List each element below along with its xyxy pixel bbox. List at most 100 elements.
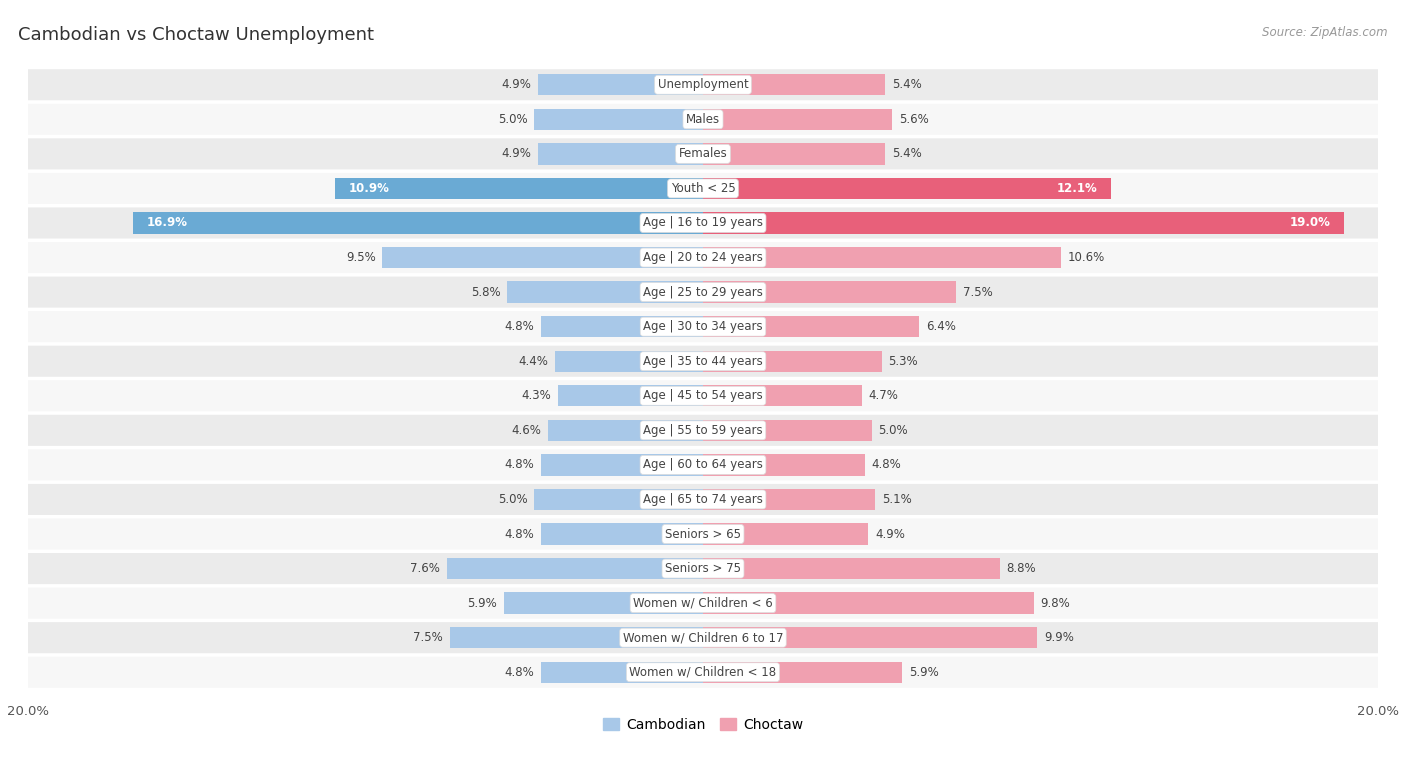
FancyBboxPatch shape — [11, 241, 1395, 274]
FancyBboxPatch shape — [11, 172, 1395, 205]
Bar — [703, 178, 1111, 199]
Text: Age | 20 to 24 years: Age | 20 to 24 years — [643, 251, 763, 264]
Text: Cambodian vs Choctaw Unemployment: Cambodian vs Choctaw Unemployment — [18, 26, 374, 45]
Text: Age | 35 to 44 years: Age | 35 to 44 years — [643, 355, 763, 368]
Bar — [534, 489, 703, 510]
Bar — [541, 454, 703, 475]
Bar — [703, 350, 882, 372]
Bar — [703, 247, 1060, 268]
FancyBboxPatch shape — [11, 207, 1395, 239]
Bar — [703, 282, 956, 303]
Bar — [450, 627, 703, 649]
Bar — [554, 350, 703, 372]
Text: Age | 65 to 74 years: Age | 65 to 74 years — [643, 493, 763, 506]
FancyBboxPatch shape — [11, 552, 1395, 585]
FancyBboxPatch shape — [11, 414, 1395, 447]
Text: 4.9%: 4.9% — [501, 78, 531, 92]
Bar — [335, 178, 703, 199]
FancyBboxPatch shape — [11, 483, 1395, 516]
FancyBboxPatch shape — [11, 103, 1395, 136]
Text: 5.0%: 5.0% — [498, 113, 527, 126]
Bar — [508, 282, 703, 303]
Text: 10.9%: 10.9% — [349, 182, 389, 195]
Text: 4.9%: 4.9% — [875, 528, 905, 540]
Bar — [703, 558, 1000, 579]
FancyBboxPatch shape — [11, 656, 1395, 689]
FancyBboxPatch shape — [11, 379, 1395, 413]
Text: 4.8%: 4.8% — [505, 459, 534, 472]
Text: Women w/ Children < 6: Women w/ Children < 6 — [633, 597, 773, 609]
Bar — [558, 385, 703, 407]
Text: Seniors > 75: Seniors > 75 — [665, 562, 741, 575]
Bar — [703, 489, 875, 510]
Text: 4.4%: 4.4% — [517, 355, 548, 368]
Bar — [447, 558, 703, 579]
Text: Seniors > 65: Seniors > 65 — [665, 528, 741, 540]
Text: 4.3%: 4.3% — [522, 389, 551, 402]
Text: Youth < 25: Youth < 25 — [671, 182, 735, 195]
Text: Age | 45 to 54 years: Age | 45 to 54 years — [643, 389, 763, 402]
Text: Age | 55 to 59 years: Age | 55 to 59 years — [643, 424, 763, 437]
Text: 7.5%: 7.5% — [413, 631, 443, 644]
Text: 9.8%: 9.8% — [1040, 597, 1070, 609]
Text: Age | 30 to 34 years: Age | 30 to 34 years — [643, 320, 763, 333]
Text: 9.5%: 9.5% — [346, 251, 375, 264]
Legend: Cambodian, Choctaw: Cambodian, Choctaw — [598, 712, 808, 737]
Text: 4.8%: 4.8% — [872, 459, 901, 472]
Bar — [548, 419, 703, 441]
Text: 10.6%: 10.6% — [1067, 251, 1105, 264]
FancyBboxPatch shape — [11, 587, 1395, 620]
Text: 6.4%: 6.4% — [925, 320, 956, 333]
FancyBboxPatch shape — [11, 344, 1395, 378]
Text: Age | 60 to 64 years: Age | 60 to 64 years — [643, 459, 763, 472]
Text: 5.0%: 5.0% — [498, 493, 527, 506]
Text: 12.1%: 12.1% — [1057, 182, 1098, 195]
Text: 4.8%: 4.8% — [505, 528, 534, 540]
Text: 7.6%: 7.6% — [411, 562, 440, 575]
Text: 5.1%: 5.1% — [882, 493, 911, 506]
Text: 4.7%: 4.7% — [869, 389, 898, 402]
Text: 9.9%: 9.9% — [1043, 631, 1074, 644]
Bar — [703, 316, 920, 338]
Bar — [537, 74, 703, 95]
Text: 4.6%: 4.6% — [512, 424, 541, 437]
Bar — [703, 523, 869, 545]
Bar — [132, 212, 703, 234]
Bar — [703, 74, 886, 95]
Text: 16.9%: 16.9% — [146, 217, 187, 229]
Text: 5.9%: 5.9% — [467, 597, 498, 609]
Bar — [703, 627, 1038, 649]
Text: 5.8%: 5.8% — [471, 285, 501, 298]
Text: 5.0%: 5.0% — [879, 424, 908, 437]
Text: 19.0%: 19.0% — [1289, 217, 1330, 229]
Bar — [382, 247, 703, 268]
Bar — [703, 108, 891, 130]
Bar — [541, 523, 703, 545]
Text: Females: Females — [679, 148, 727, 160]
Bar — [537, 143, 703, 164]
Bar — [703, 419, 872, 441]
FancyBboxPatch shape — [11, 68, 1395, 101]
Text: 8.8%: 8.8% — [1007, 562, 1036, 575]
Text: 4.8%: 4.8% — [505, 665, 534, 679]
Text: 5.4%: 5.4% — [891, 78, 922, 92]
Bar — [703, 143, 886, 164]
Text: 5.6%: 5.6% — [898, 113, 928, 126]
Text: 5.9%: 5.9% — [908, 665, 939, 679]
Bar — [541, 316, 703, 338]
Text: 5.4%: 5.4% — [891, 148, 922, 160]
Bar — [541, 662, 703, 683]
Text: 5.3%: 5.3% — [889, 355, 918, 368]
Text: 7.5%: 7.5% — [963, 285, 993, 298]
FancyBboxPatch shape — [11, 137, 1395, 170]
Bar — [703, 593, 1033, 614]
FancyBboxPatch shape — [11, 448, 1395, 481]
Bar — [703, 385, 862, 407]
Bar — [534, 108, 703, 130]
Text: Source: ZipAtlas.com: Source: ZipAtlas.com — [1263, 26, 1388, 39]
Text: Males: Males — [686, 113, 720, 126]
FancyBboxPatch shape — [11, 310, 1395, 343]
Text: Women w/ Children < 18: Women w/ Children < 18 — [630, 665, 776, 679]
FancyBboxPatch shape — [11, 621, 1395, 654]
Text: 4.9%: 4.9% — [501, 148, 531, 160]
